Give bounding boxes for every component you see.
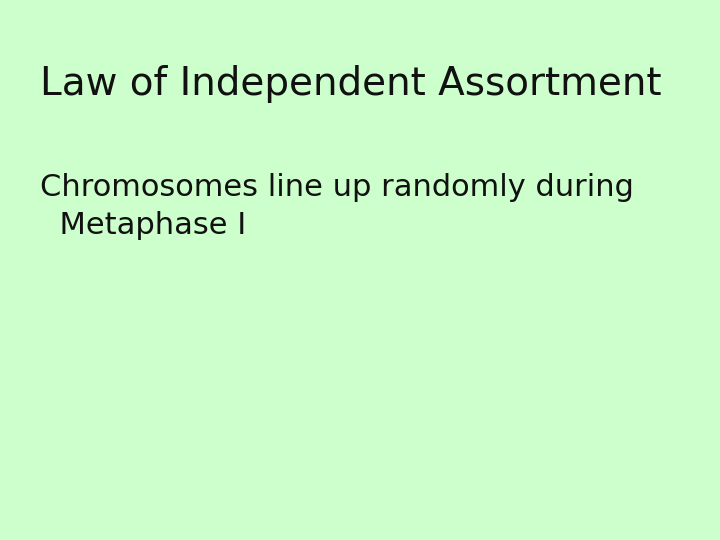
Text: Chromosomes line up randomly during
  Metaphase I: Chromosomes line up randomly during Meta…	[40, 173, 634, 240]
Text: Law of Independent Assortment: Law of Independent Assortment	[40, 65, 661, 103]
